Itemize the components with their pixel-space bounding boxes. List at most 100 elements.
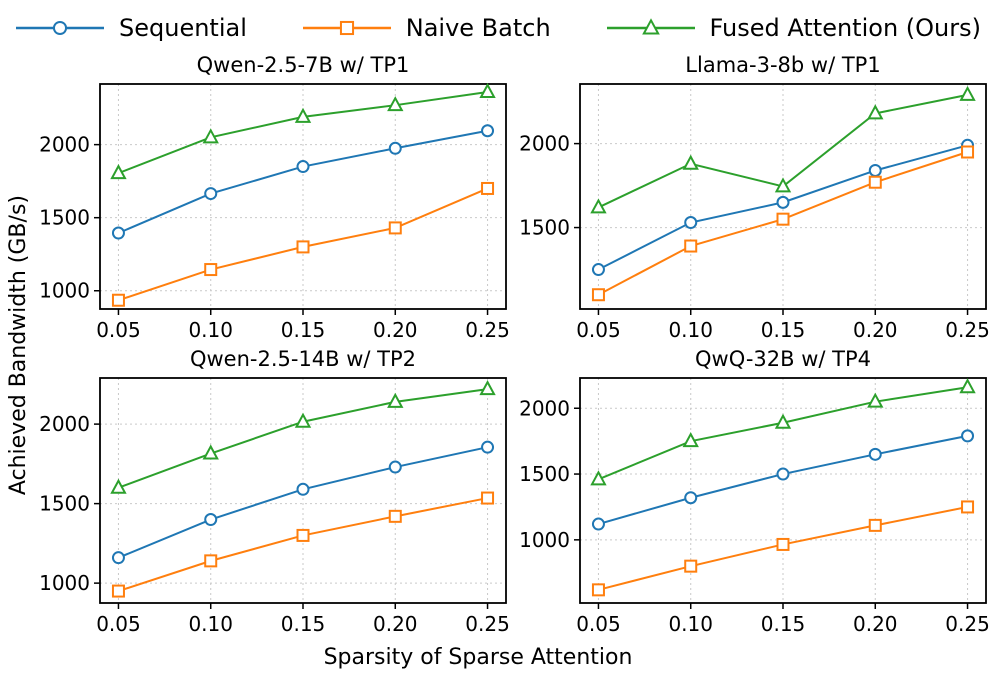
x-tick-label: 0.25	[945, 318, 990, 342]
marker-circle	[111, 226, 125, 240]
marker-circle	[961, 428, 975, 442]
marker-triangle	[682, 154, 699, 170]
marker-triangle	[959, 85, 976, 101]
marker-triangle	[590, 198, 607, 214]
marker-square	[339, 20, 354, 36]
marker-triangle	[479, 82, 496, 99]
marker-square	[961, 499, 975, 513]
x-tick-label: 0.15	[281, 318, 326, 342]
marker-triangle	[110, 164, 127, 180]
marker-square	[684, 239, 698, 253]
marker-circle	[868, 447, 882, 461]
marker-square	[868, 518, 882, 532]
marker-square	[111, 293, 125, 307]
marker-square	[204, 263, 218, 277]
x-tick-label: 0.05	[576, 318, 621, 342]
x-tick-label: 0.25	[945, 612, 990, 636]
marker-triangle	[641, 18, 660, 35]
legend-marker-naive-batch-icon	[302, 20, 391, 36]
y-axis-label-cell: Achieved Bandwidth (GB/s)	[0, 52, 36, 639]
marker-circle	[296, 482, 310, 496]
marker-square	[776, 537, 790, 551]
marker-triangle	[202, 128, 219, 144]
legend-item-sequential: Sequential	[14, 15, 247, 41]
series-line	[118, 129, 488, 234]
subplot-plot-area: 0.05 0.10 0.15 0.20 0.25 1000 1500 2000	[39, 82, 510, 342]
marker-triangle	[959, 377, 976, 393]
y-tick-label: 2000	[39, 133, 90, 157]
marker-circle	[388, 141, 402, 155]
subplot-title: Qwen-2.5-7B w/ TP1	[196, 53, 410, 77]
subplot-llama-3-8b: Llama-3-8b w/ TP1 0.05 0.10 0.15 0.20 0.25 15…	[516, 52, 996, 346]
marker-square	[481, 491, 495, 505]
marker-circle	[111, 550, 125, 564]
subplot-plot-area: 0.05 0.10 0.15 0.20 0.25 1000 1500 2000	[39, 376, 510, 636]
marker-square	[204, 553, 218, 567]
marker-square	[591, 582, 605, 596]
marker-circle	[776, 467, 790, 481]
marker-square	[111, 584, 125, 598]
marker-square	[776, 212, 790, 226]
subplot-qwen-2.5-14b: Qwen-2.5-14B w/ TP2 0.05 0.10 0.15 0.20 0.25…	[36, 346, 516, 640]
legend-label-naive-batch: Naive Batch	[405, 14, 551, 42]
subplot-plot-area: 0.05 0.10 0.15 0.20 0.25 1500 2000	[519, 83, 990, 342]
x-tick-label: 0.10	[188, 612, 233, 636]
legend-label-fused-attention: Fused Attention (Ours)	[709, 14, 981, 42]
marker-square	[388, 509, 402, 523]
marker-circle	[388, 460, 402, 474]
marker-triangle	[479, 379, 496, 395]
x-tick-label: 0.05	[576, 612, 621, 636]
marker-triangle	[682, 431, 699, 447]
marker-square	[591, 288, 605, 302]
marker-square	[296, 528, 310, 542]
y-tick-label: 1500	[519, 216, 570, 240]
x-tick-label: 0.05	[96, 612, 141, 636]
y-tick-label: 1500	[39, 491, 90, 515]
x-axis-label-cell: Sparsity of Sparse Attention	[36, 639, 996, 683]
legend-marker-sequential-icon	[16, 20, 104, 36]
marker-circle	[296, 160, 310, 174]
marker-triangle	[867, 392, 884, 408]
marker-triangle	[110, 478, 127, 494]
x-tick-label: 0.25	[465, 612, 510, 636]
marker-circle	[776, 195, 790, 209]
x-tick-label: 0.20	[373, 318, 418, 342]
x-tick-label: 0.25	[465, 318, 510, 342]
marker-square	[388, 221, 402, 235]
marker-circle	[591, 263, 605, 277]
marker-circle	[684, 216, 698, 230]
legend-item-fused-attention: Fused Attention (Ours)	[605, 15, 981, 41]
legend-marker-fused-attention-icon	[606, 18, 695, 35]
marker-triangle	[774, 177, 792, 193]
x-tick-label: 0.15	[761, 612, 806, 636]
marker-triangle	[202, 443, 219, 460]
subplot-title: Qwen-2.5-14B w/ TP2	[189, 346, 417, 371]
marker-square	[296, 240, 310, 254]
x-tick-label: 0.15	[281, 612, 326, 636]
y-tick-label: 2000	[39, 412, 90, 436]
x-tick-label: 0.20	[373, 612, 418, 636]
marker-circle	[481, 440, 495, 454]
x-tick-label: 0.10	[668, 318, 713, 342]
marker-square	[481, 181, 495, 195]
marker-circle	[204, 512, 218, 526]
subplot-title: QwQ-32B w/ TP4	[695, 346, 871, 371]
marker-circle	[591, 517, 605, 531]
legend: Sequential Naive Batch Fused Attention (…	[0, 0, 997, 52]
y-axis-label: Achieved Bandwidth (GB/s)	[5, 195, 31, 496]
y-tick-label: 1000	[519, 527, 570, 551]
marker-triangle	[590, 469, 607, 485]
y-tick-label: 1000	[39, 279, 90, 303]
marker-circle	[481, 124, 495, 138]
x-tick-label: 0.20	[853, 318, 898, 342]
subplot-qwen-2.5-7b: Qwen-2.5-7B w/ TP1 0.05 0.10 0.15 0.20 0.25 1…	[36, 52, 516, 346]
legend-label-sequential: Sequential	[119, 14, 247, 42]
marker-triangle	[387, 392, 404, 408]
x-tick-label: 0.10	[668, 612, 713, 636]
x-tick-label: 0.15	[761, 318, 806, 342]
marker-square	[868, 175, 882, 189]
marker-triangle	[294, 412, 312, 428]
marker-square	[684, 559, 698, 573]
x-tick-label: 0.20	[853, 612, 898, 636]
